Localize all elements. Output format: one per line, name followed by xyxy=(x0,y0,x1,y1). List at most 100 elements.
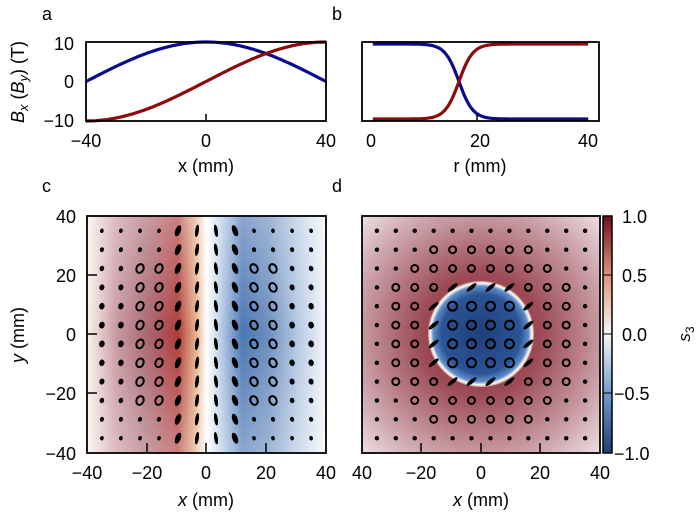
polarization-ellipse xyxy=(231,376,239,388)
polarization-ellipse xyxy=(135,300,145,312)
d-xtick: 40 xyxy=(590,463,610,483)
polarization-ellipse xyxy=(563,435,569,441)
polarization-ellipse xyxy=(374,247,380,252)
d-xtick: 0 xyxy=(476,463,486,483)
polarization-ellipse xyxy=(135,357,145,369)
polarization-ellipse xyxy=(467,396,476,405)
polarization-ellipse xyxy=(563,228,569,234)
polarization-ellipse xyxy=(231,432,239,444)
polarization-ellipse xyxy=(428,320,439,330)
polarization-ellipse xyxy=(194,394,200,407)
series-line-by xyxy=(372,42,589,121)
b-xtick: 40 xyxy=(578,131,598,151)
polarization-ellipse xyxy=(194,375,200,388)
polarization-ellipse xyxy=(523,320,534,330)
c-ytick: 20 xyxy=(56,266,76,286)
polarization-ellipse xyxy=(523,396,533,405)
polarization-ellipse xyxy=(213,356,219,369)
polarization-ellipse xyxy=(252,435,256,441)
polarization-ellipse xyxy=(523,377,533,387)
polarization-ellipse xyxy=(485,283,496,292)
polarization-ellipse xyxy=(252,228,256,234)
polarization-ellipse xyxy=(99,340,105,348)
polarization-ellipse xyxy=(507,435,512,441)
polarization-ellipse xyxy=(412,435,417,441)
polarization-ellipse xyxy=(231,319,239,331)
c-ytick: −40 xyxy=(45,444,76,464)
polarization-ellipse xyxy=(582,360,588,366)
polarization-ellipse xyxy=(429,396,439,405)
polarization-ellipse xyxy=(118,247,123,253)
polarization-ellipse xyxy=(174,357,182,369)
polarization-ellipse xyxy=(545,417,550,422)
polarization-ellipse xyxy=(374,266,380,271)
polarization-ellipse xyxy=(213,318,219,332)
series-line-bx xyxy=(372,42,589,121)
polarization-ellipse xyxy=(523,358,534,368)
polarization-ellipse xyxy=(213,281,219,294)
polarization-ellipse xyxy=(448,264,458,273)
c-heatmap-shade xyxy=(87,216,326,453)
polarization-ellipse xyxy=(542,396,552,405)
c-ylabel: y (mm) xyxy=(8,307,28,365)
polarization-ellipse xyxy=(99,416,104,422)
polarization-ellipse xyxy=(526,435,531,441)
polarization-ellipse xyxy=(503,357,515,369)
polarization-ellipse xyxy=(137,247,143,253)
polarization-ellipse xyxy=(563,417,569,422)
polarization-ellipse xyxy=(374,435,380,441)
polarization-ellipse xyxy=(504,396,514,405)
polarization-ellipse xyxy=(410,301,420,311)
polarization-ellipse xyxy=(582,322,588,328)
polarization-ellipse xyxy=(485,357,496,369)
polarization-ellipse xyxy=(563,398,569,403)
polarization-ellipse xyxy=(137,416,143,422)
polarization-ellipse xyxy=(450,435,455,441)
polarization-ellipse xyxy=(174,225,182,237)
polarization-ellipse xyxy=(290,247,295,253)
polarization-ellipse xyxy=(289,284,295,291)
polarization-ellipse xyxy=(488,435,493,441)
polarization-ellipse xyxy=(118,265,124,272)
polarization-ellipse xyxy=(393,417,399,422)
polarization-ellipse xyxy=(100,228,104,234)
polarization-ellipse xyxy=(231,263,239,274)
b-xlabel: r (mm) xyxy=(454,156,507,176)
polarization-ellipse xyxy=(157,435,161,441)
d-core-disk xyxy=(428,281,534,387)
polarization-ellipse xyxy=(154,357,164,369)
polarization-ellipse xyxy=(486,414,495,424)
polarization-ellipse xyxy=(467,414,476,424)
panel-c: 40 20 0 −20 −40 −40 −20 0 20 40 x (mm) y… xyxy=(8,207,336,510)
polarization-ellipse xyxy=(308,359,314,367)
polarization-ellipse xyxy=(391,339,401,349)
polarization-ellipse xyxy=(118,321,124,329)
polarization-ellipse xyxy=(249,395,259,406)
polarization-ellipse xyxy=(466,300,477,312)
polarization-ellipse xyxy=(99,321,105,329)
polarization-ellipse xyxy=(174,244,182,256)
polarization-ellipse xyxy=(308,321,314,329)
panel-label-a: a xyxy=(42,4,53,24)
c-xlabel: x (mm) xyxy=(177,490,234,510)
polarization-ellipse xyxy=(213,375,219,388)
polarization-ellipse xyxy=(271,435,275,441)
c-ytick: 0 xyxy=(66,325,76,345)
polarization-ellipse xyxy=(268,319,278,331)
polarization-ellipse xyxy=(174,319,182,331)
polarization-ellipse xyxy=(174,395,182,406)
c-ytick: −20 xyxy=(45,384,76,404)
polarization-ellipse xyxy=(523,414,533,424)
polarization-ellipse xyxy=(391,377,401,387)
polarization-ellipse xyxy=(466,338,477,350)
polarization-ellipse xyxy=(289,378,295,385)
polarization-ellipse xyxy=(523,264,533,273)
panel-label-c: c xyxy=(42,176,51,196)
a-xtick: 40 xyxy=(316,131,336,151)
polarization-ellipse xyxy=(542,377,552,387)
polarization-ellipse xyxy=(504,377,515,386)
c-ytick: 40 xyxy=(56,207,76,227)
polarization-ellipse xyxy=(308,340,314,348)
polarization-ellipse xyxy=(154,319,164,331)
